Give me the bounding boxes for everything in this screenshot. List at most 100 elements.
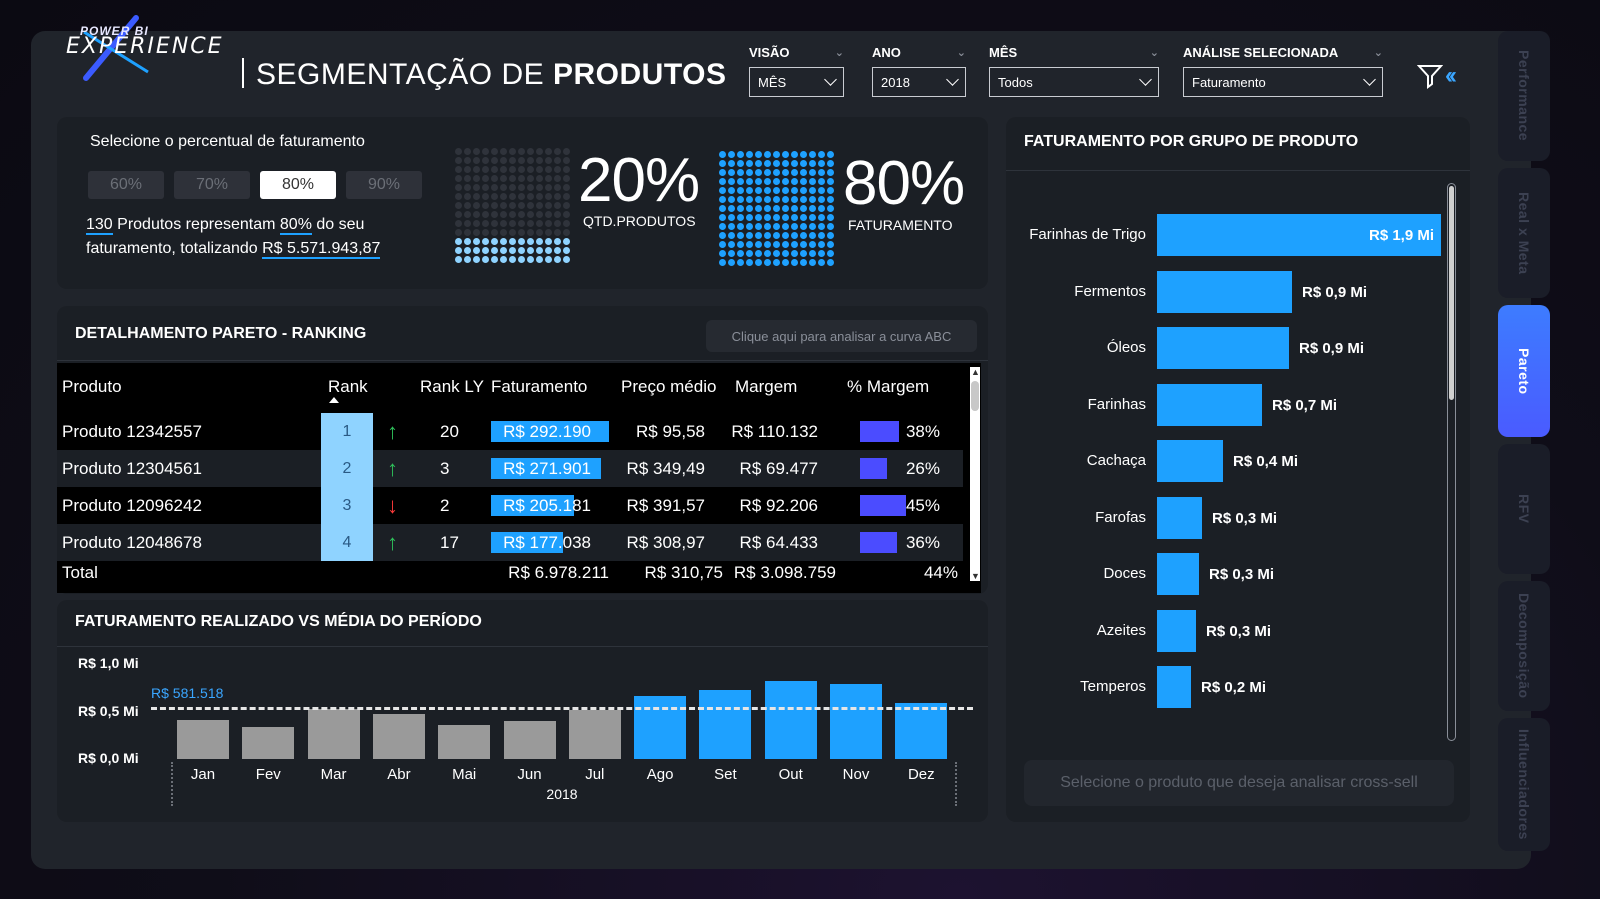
cell-produto: Produto 12096242 [62, 496, 202, 515]
dot [563, 193, 570, 200]
dot [809, 259, 816, 266]
group-bar[interactable] [1157, 666, 1191, 708]
dot [464, 166, 471, 173]
dot [818, 241, 825, 248]
dot [791, 250, 798, 257]
dot [482, 148, 489, 155]
month-bar[interactable] [307, 709, 360, 759]
cross-sell-selector[interactable]: Selecione o produto que deseja analisar … [1024, 760, 1454, 806]
column-header-rank[interactable]: Rank [328, 377, 368, 396]
month-bar[interactable] [438, 725, 491, 759]
scroll-up-icon[interactable]: ▲ [971, 367, 980, 377]
dot [545, 184, 552, 191]
group-bar[interactable] [1157, 496, 1202, 539]
percent-option-80[interactable]: 80% [260, 171, 336, 199]
chevron-down-icon[interactable]: ⌄ [834, 46, 844, 59]
clear-filter-icon[interactable] [1417, 63, 1443, 89]
filter-mes-select[interactable]: Todos [989, 67, 1159, 97]
dot [545, 148, 552, 155]
dot [482, 193, 489, 200]
dot [500, 193, 507, 200]
chevron-down-icon[interactable]: ⌄ [956, 46, 966, 59]
dot [818, 178, 825, 185]
filter-visao[interactable]: VISÃO ⌄ MÊS [749, 44, 844, 97]
group-bar[interactable] [1157, 383, 1262, 426]
dot [473, 238, 480, 245]
dot [545, 229, 552, 236]
percent-option-70[interactable]: 70% [174, 171, 250, 199]
table-scrollbar[interactable]: ▲ ▼ [970, 367, 980, 581]
group-bar[interactable] [1157, 270, 1292, 313]
filter-analise-select[interactable]: Faturamento [1183, 67, 1383, 97]
chevron-down-icon[interactable]: ⌄ [1149, 46, 1159, 59]
group-bar[interactable] [1157, 553, 1199, 595]
month-bar[interactable] [895, 703, 948, 759]
nav-tab-influenciadores[interactable]: Influenciadores [1498, 718, 1550, 851]
dot [491, 256, 498, 263]
month-bar[interactable] [634, 696, 687, 759]
group-bar[interactable] [1157, 609, 1196, 652]
scrollbar-thumb[interactable] [1449, 186, 1454, 400]
month-bar[interactable] [830, 684, 882, 759]
column-header-pct-margem[interactable]: % Margem [847, 377, 930, 396]
group-bar[interactable] [1157, 214, 1441, 256]
month-bar[interactable] [503, 721, 556, 759]
column-header-rank-ly[interactable]: Rank LY [420, 377, 484, 396]
month-bar[interactable] [568, 710, 621, 759]
dot [473, 202, 480, 209]
nav-tab-rfv[interactable]: RFV [1498, 444, 1550, 574]
dot [746, 160, 753, 167]
column-header-margem[interactable]: Margem [735, 377, 798, 396]
group-label: Temperos [1080, 678, 1146, 695]
table-row[interactable]: Produto 12304561 2 ↑ 3 R$ 271.901 R$ 349… [57, 450, 963, 487]
filter-mes[interactable]: MÊS ⌄ Todos [989, 44, 1159, 97]
chevron-down-icon[interactable]: ⌄ [1373, 46, 1383, 59]
dot [746, 169, 753, 176]
nav-tab-performance[interactable]: Performance [1498, 31, 1550, 161]
group-chart-scrollbar[interactable] [1447, 183, 1456, 741]
column-header-preco-medio[interactable]: Preço médio [621, 377, 717, 396]
dot [455, 157, 462, 164]
table-row[interactable]: Produto 12096242 3 ↓ 2 R$ 205.181 R$ 391… [57, 487, 963, 524]
nav-tab-decomposicao[interactable]: Decomposição [1498, 581, 1550, 711]
table-row[interactable]: Produto 12342557 1 ↑ 20 R$ 292.190 R$ 95… [57, 413, 963, 450]
total-label: Total [62, 563, 98, 582]
dot [545, 175, 552, 182]
group-bar[interactable] [1157, 440, 1223, 482]
column-header-produto[interactable]: Produto [62, 377, 122, 396]
month-bar[interactable] [372, 714, 425, 759]
month-bar[interactable] [242, 727, 295, 759]
table-row[interactable]: Produto 12048678 4 ↑ 17 R$ 177.038 R$ 30… [57, 524, 963, 561]
dot [746, 178, 753, 185]
nav-tab-real-x-meta[interactable]: Real x Meta [1498, 168, 1550, 298]
percent-option-60[interactable]: 60% [88, 171, 164, 199]
nav-tab-pareto[interactable]: Pareto [1498, 305, 1550, 437]
percent-option-90[interactable]: 90% [346, 171, 422, 199]
cell-produto: Produto 12048678 [62, 533, 202, 552]
month-bar[interactable] [177, 720, 229, 759]
dot [500, 166, 507, 173]
dot [455, 238, 462, 245]
dot [518, 220, 525, 227]
filter-visao-select[interactable]: MÊS [749, 67, 844, 97]
group-label: Doces [1103, 565, 1146, 582]
dot [464, 175, 471, 182]
filter-analise[interactable]: ANÁLISE SELECIONADA ⌄ Faturamento [1183, 44, 1383, 97]
month-bar[interactable] [699, 690, 752, 759]
x-tick-label: Jan [190, 766, 216, 783]
dot [773, 160, 780, 167]
collapse-back-icon[interactable]: ‹‹ [1445, 62, 1457, 89]
dot [500, 175, 507, 182]
cell-preco-medio: R$ 349,49 [626, 459, 705, 478]
abc-curve-button[interactable]: Clique aqui para analisar a curva ABC [706, 320, 977, 352]
filter-ano[interactable]: ANO ⌄ 2018 [872, 44, 966, 97]
group-value-label: R$ 0,4 Mi [1233, 453, 1299, 470]
monthly-chart-title: FATURAMENTO REALIZADO VS MÉDIA DO PERÍOD… [75, 613, 482, 630]
filter-ano-select[interactable]: 2018 [872, 67, 966, 97]
column-header-faturamento[interactable]: Faturamento [491, 377, 588, 396]
sort-asc-icon[interactable] [329, 397, 339, 403]
month-bar[interactable] [764, 681, 817, 759]
scrollbar-thumb[interactable] [971, 381, 979, 411]
group-bar[interactable] [1157, 327, 1289, 369]
scroll-down-icon[interactable]: ▼ [971, 571, 980, 581]
